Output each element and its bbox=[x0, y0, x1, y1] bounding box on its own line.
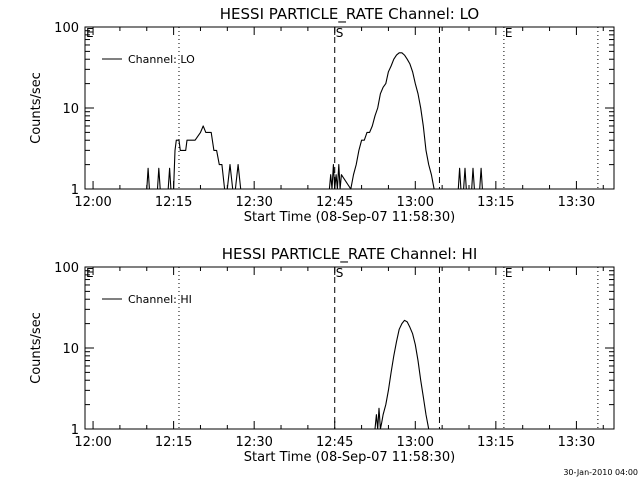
y-tick-label: 10 bbox=[62, 342, 79, 357]
x-tick-label: 12:45 bbox=[316, 435, 353, 450]
x-tick-label: 12:15 bbox=[155, 195, 192, 210]
plot-frame bbox=[84, 266, 615, 430]
x-tick-label: 12:30 bbox=[235, 195, 272, 210]
marker-label: E bbox=[505, 26, 513, 40]
x-tick-label: 13:30 bbox=[558, 195, 595, 210]
lo-channel-panel: HESSI PARTICLE_RATE Channel: LO 12:00 12:1… bbox=[29, 5, 615, 225]
x-tick-label: 13:00 bbox=[397, 195, 434, 210]
y-tick-label: 1 bbox=[71, 423, 79, 438]
hi-channel-panel: HESSI PARTICLE_RATE Channel: HI 12:00 12:1… bbox=[29, 245, 615, 465]
series-line bbox=[374, 319, 430, 430]
x-tick-label: 13:30 bbox=[558, 435, 595, 450]
x-tick-label: 12:30 bbox=[235, 435, 272, 450]
x-tick-label: 13:15 bbox=[477, 195, 514, 210]
y-tick-label: 100 bbox=[54, 261, 79, 276]
date-stamp: 30-Jan-2010 04:00 bbox=[563, 468, 638, 477]
chart-title: HESSI PARTICLE_RATE Channel: HI bbox=[222, 245, 478, 264]
y-axis-label: Counts/sec bbox=[29, 72, 44, 144]
x-tick-label: 12:45 bbox=[316, 195, 353, 210]
series-line bbox=[146, 52, 483, 190]
marker-label: E bbox=[505, 266, 513, 280]
marker-label: E bbox=[86, 266, 94, 280]
x-axis-label: Start Time (08-Sep-07 11:58:30) bbox=[244, 210, 455, 225]
legend-label: Channel: LO bbox=[128, 53, 195, 66]
marker-label: E bbox=[86, 26, 94, 40]
x-tick-label: 13:00 bbox=[397, 435, 434, 450]
marker-label: S bbox=[336, 26, 344, 40]
chart-title: HESSI PARTICLE_RATE Channel: LO bbox=[220, 5, 479, 24]
y-tick-label: 10 bbox=[62, 102, 79, 117]
x-axis-label: Start Time (08-Sep-07 11:58:30) bbox=[244, 450, 455, 465]
plot-frame bbox=[84, 26, 615, 190]
legend-label: Channel: HI bbox=[128, 293, 192, 306]
x-tick-label: 12:00 bbox=[74, 435, 111, 450]
marker-label: S bbox=[336, 266, 344, 280]
y-axis-label: Counts/sec bbox=[29, 312, 44, 384]
y-tick-label: 1 bbox=[71, 183, 79, 198]
y-tick-label: 100 bbox=[54, 21, 79, 36]
x-tick-label: 12:00 bbox=[74, 195, 111, 210]
x-tick-label: 12:15 bbox=[155, 435, 192, 450]
x-tick-label: 13:15 bbox=[477, 435, 514, 450]
